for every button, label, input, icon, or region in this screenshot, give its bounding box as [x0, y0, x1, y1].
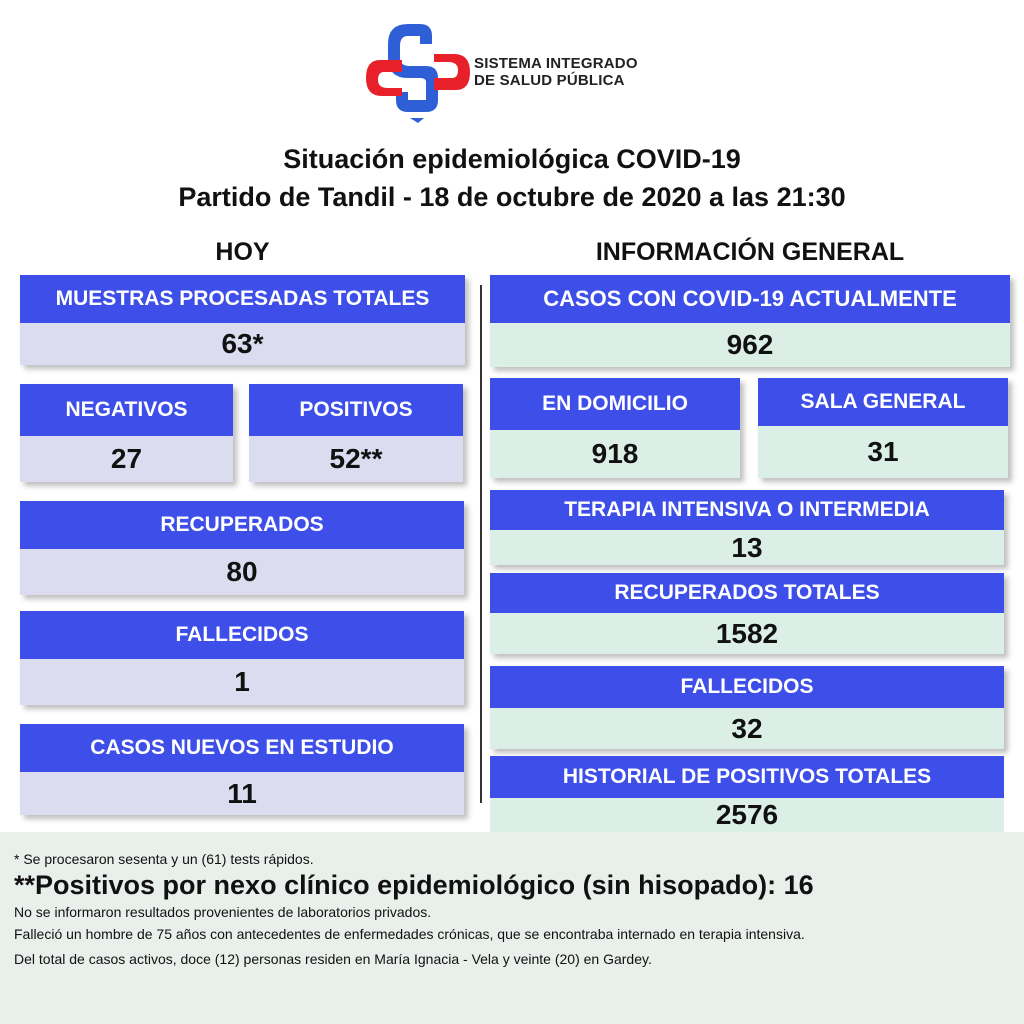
card-fallecidos-hoy-value: 1: [20, 659, 464, 705]
org-name-line1: SISTEMA INTEGRADO: [474, 55, 638, 72]
note-nexo-clinico: **Positivos por nexo clínico epidemiológ…: [14, 870, 814, 900]
card-recuperados-totales-label: RECUPERADOS TOTALES: [490, 573, 1004, 613]
card-historial-label: HISTORIAL DE POSITIVOS TOTALES: [490, 756, 1004, 798]
card-sala-general: SALA GENERAL 31: [758, 378, 1008, 478]
card-domicilio-label: EN DOMICILIO: [490, 378, 740, 430]
card-positivos-label: POSITIVOS: [249, 384, 463, 436]
report-title: Situación epidemiológica COVID-19: [283, 144, 741, 174]
card-recuperados-totales-value: 1582: [490, 613, 1004, 654]
card-recuperados: RECUPERADOS 80: [20, 501, 464, 595]
general-heading: INFORMACIÓN GENERAL: [595, 238, 905, 266]
card-historial: HISTORIAL DE POSITIVOS TOTALES 2576: [490, 756, 1004, 832]
card-casos-estudio-label: CASOS NUEVOS EN ESTUDIO: [20, 724, 464, 772]
card-muestras: MUESTRAS PROCESADAS TOTALES 63*: [20, 275, 465, 365]
card-casos-actuales-label: CASOS CON COVID-19 ACTUALMENTE: [490, 275, 1010, 323]
card-casos-actuales: CASOS CON COVID-19 ACTUALMENTE 962: [490, 275, 1010, 367]
card-recuperados-totales: RECUPERADOS TOTALES 1582: [490, 573, 1004, 654]
card-recuperados-value: 80: [20, 549, 464, 595]
card-positivos-value: 52**: [249, 436, 463, 482]
card-fallecidos-hoy-label: FALLECIDOS: [20, 611, 464, 659]
organization-name: SISTEMA INTEGRADO DE SALUD PÚBLICA: [474, 55, 638, 89]
today-heading: HOY: [215, 238, 270, 266]
column-divider: [480, 285, 482, 803]
card-fallecidos-total-value: 32: [490, 708, 1004, 749]
card-casos-estudio-value: 11: [20, 772, 464, 815]
card-fallecidos-total: FALLECIDOS 32: [490, 666, 1004, 749]
card-fallecidos-total-label: FALLECIDOS: [490, 666, 1004, 708]
card-negativos-label: NEGATIVOS: [20, 384, 233, 436]
note-laboratorios: No se informaron resultados provenientes…: [14, 904, 432, 920]
note-casos-activos: Del total de casos activos, doce (12) pe…: [14, 951, 652, 967]
notes-panel: * Se procesaron sesenta y un (61) tests …: [0, 832, 1024, 1024]
card-sala-general-label: SALA GENERAL: [758, 378, 1008, 426]
report-subtitle: Partido de Tandil - 18 de octubre de 202…: [178, 182, 846, 212]
card-fallecidos-hoy: FALLECIDOS 1: [20, 611, 464, 705]
card-sala-general-value: 31: [758, 426, 1008, 478]
card-terapia-value: 13: [490, 530, 1004, 565]
note-tests-rapidos: * Se procesaron sesenta y un (61) tests …: [14, 851, 314, 867]
card-casos-estudio: CASOS NUEVOS EN ESTUDIO 11: [20, 724, 464, 815]
card-terapia-label: TERAPIA INTENSIVA O INTERMEDIA: [490, 490, 1004, 530]
org-name-line2: DE SALUD PÚBLICA: [474, 72, 625, 89]
card-terapia: TERAPIA INTENSIVA O INTERMEDIA 13: [490, 490, 1004, 565]
card-muestras-value: 63*: [20, 323, 465, 365]
note-fallecimiento: Falleció un hombre de 75 años con antece…: [14, 926, 805, 942]
card-muestras-label: MUESTRAS PROCESADAS TOTALES: [20, 275, 465, 323]
card-historial-value: 2576: [490, 798, 1004, 832]
card-recuperados-label: RECUPERADOS: [20, 501, 464, 549]
sisp-logo-icon: [366, 24, 470, 123]
card-domicilio: EN DOMICILIO 918: [490, 378, 740, 478]
card-domicilio-value: 918: [490, 430, 740, 478]
card-positivos: POSITIVOS 52**: [249, 384, 463, 482]
card-casos-actuales-value: 962: [490, 323, 1010, 367]
card-negativos-value: 27: [20, 436, 233, 482]
card-negativos: NEGATIVOS 27: [20, 384, 233, 482]
